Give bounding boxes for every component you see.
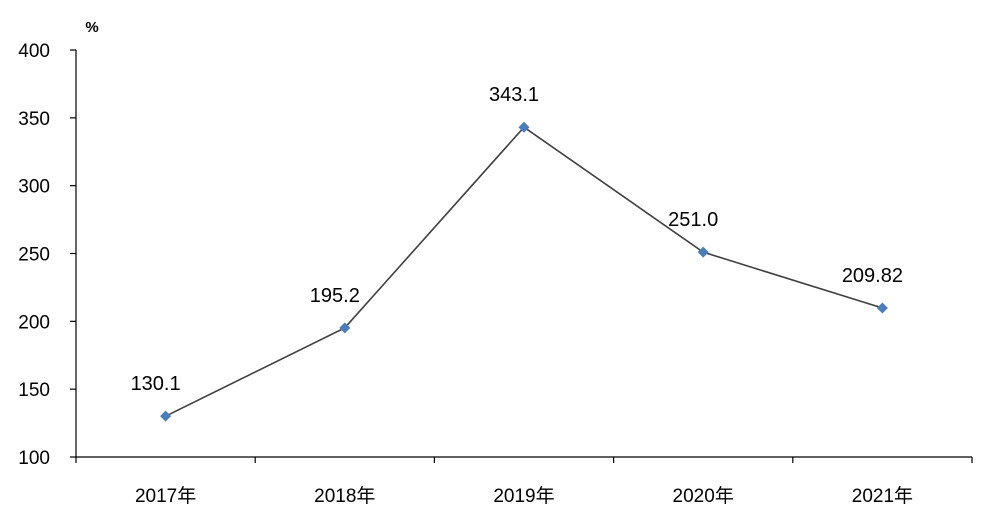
x-tick-label: 2017年 — [135, 485, 196, 507]
data-point — [697, 246, 709, 258]
y-tick-label: 300 — [18, 177, 50, 198]
series-group: 130.1 195.2 343.1 251.0 209.82 — [131, 84, 903, 422]
x-tick-label: 2020年 — [673, 485, 734, 507]
data-label: 209.82 — [842, 265, 903, 287]
data-label: 130.1 — [131, 373, 181, 395]
data-point — [339, 322, 351, 334]
y-tick-label: 150 — [18, 380, 50, 401]
y-tick-label: 250 — [18, 245, 50, 266]
x-tick-label: 2021年 — [852, 485, 913, 507]
x-tick-label: 2018年 — [314, 485, 375, 507]
data-label: 343.1 — [489, 84, 539, 106]
data-point — [876, 302, 888, 314]
y-tick-label: 400 — [18, 41, 50, 62]
data-label: 251.0 — [668, 209, 718, 231]
y-tick-label: 200 — [18, 312, 50, 333]
data-label: 195.2 — [310, 285, 360, 307]
x-tick-label: 2019年 — [493, 485, 554, 507]
data-point — [160, 410, 172, 422]
data-point — [518, 121, 530, 133]
y-axis: 100 150 200 250 300 350 400 — [18, 41, 77, 469]
series-line — [165, 126, 883, 417]
x-axis: 2017年 2018年 2019年 2020年 2021年 — [75, 456, 973, 507]
y-tick-label: 100 — [18, 448, 50, 469]
y-tick-label: 350 — [18, 109, 50, 130]
y-unit-label: % — [85, 19, 98, 36]
